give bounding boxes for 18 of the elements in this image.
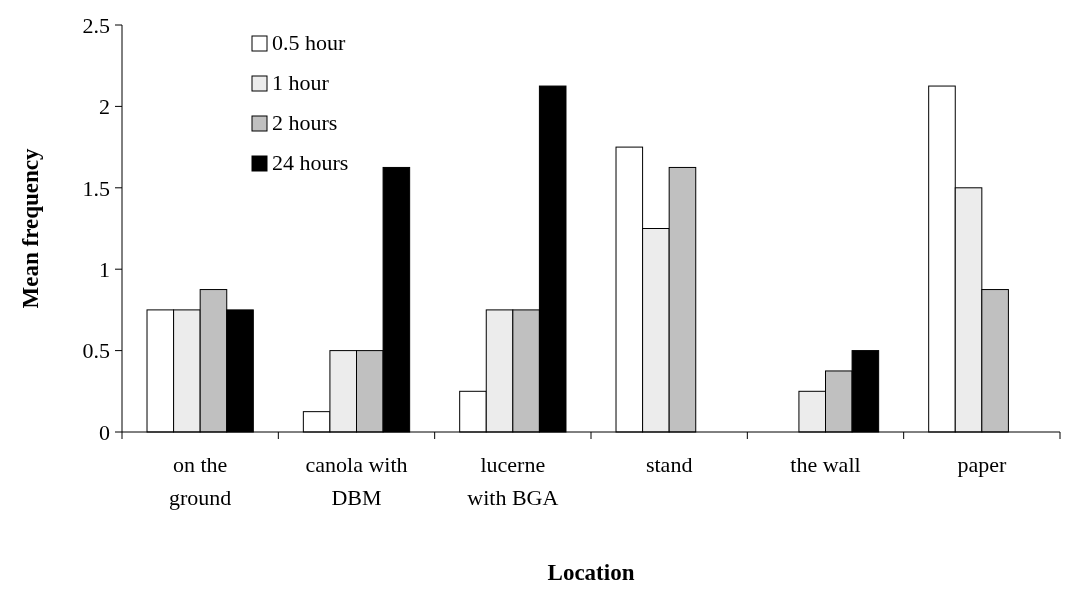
x-tick-label: canola with DBM: [305, 452, 408, 510]
x-tick-label: lucerne with BGA: [467, 452, 559, 510]
x-axis-title: Location: [547, 560, 635, 585]
x-tick-label: the wall: [790, 452, 861, 477]
y-tick-label: 1: [99, 256, 110, 282]
legend-label: 0.5 hour: [272, 30, 346, 55]
y-tick-label: 0.5: [82, 338, 110, 364]
y-tick-label: 2.5: [82, 12, 110, 38]
y-tick-label: 1.5: [82, 175, 110, 201]
y-tick-label: 0: [99, 419, 110, 445]
legend-label: 24 hours: [272, 150, 349, 175]
x-tick-label: on the ground: [169, 452, 232, 510]
y-axis-title: Mean frequency: [18, 148, 43, 309]
legend-label: 1 hour: [272, 70, 330, 95]
y-tick-label: 2: [99, 94, 110, 120]
x-tick-label: stand: [645, 452, 693, 477]
x-tick-label: paper: [957, 452, 1007, 477]
legend-label: 2 hours: [272, 110, 338, 135]
